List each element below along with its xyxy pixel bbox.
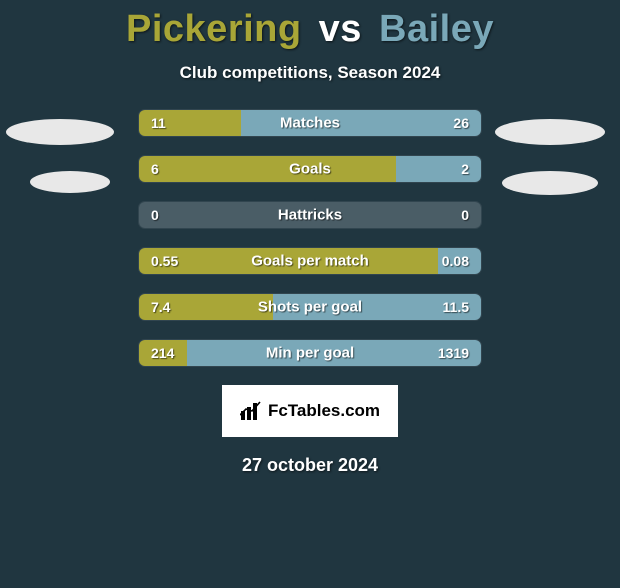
stat-label: Matches [280, 115, 340, 132]
stat-label: Min per goal [266, 345, 354, 362]
stat-label: Goals per match [251, 253, 369, 270]
stat-value-left: 11 [151, 115, 166, 131]
logo-box: FcTables.com [222, 385, 398, 437]
comparison-chart: 11 26 Matches 6 2 Goals 0 0 Hattricks 0.55 0.08 Goa… [0, 109, 620, 367]
chart-icon [240, 401, 262, 421]
subtitle: Club competitions, Season 2024 [0, 63, 620, 83]
stat-row: 0.55 0.08 Goals per match [138, 247, 482, 275]
decorative-ellipse [30, 171, 110, 193]
stat-label: Hattricks [278, 207, 342, 224]
comparison-title: Pickering vs Bailey [0, 8, 620, 51]
decorative-ellipse [502, 171, 598, 195]
stat-value-left: 0.55 [151, 253, 178, 269]
stat-row: 7.4 11.5 Shots per goal [138, 293, 482, 321]
stat-bar-left [139, 156, 396, 182]
stat-bar-right [241, 110, 481, 136]
rows-container: 11 26 Matches 6 2 Goals 0 0 Hattricks 0.55 0.08 Goa… [0, 109, 620, 367]
stat-row: 214 1319 Min per goal [138, 339, 482, 367]
decorative-ellipse [495, 119, 605, 145]
date-text: 27 october 2024 [0, 455, 620, 476]
stat-value-right: 26 [453, 115, 469, 131]
stat-label: Goals [289, 161, 331, 178]
stat-value-left: 6 [151, 161, 159, 177]
stat-label: Shots per goal [258, 299, 362, 316]
stat-value-left: 7.4 [151, 299, 170, 315]
stat-value-right: 11.5 [443, 299, 469, 315]
logo-text: FcTables.com [268, 401, 380, 421]
stat-value-right: 2 [461, 161, 469, 177]
stat-row: 6 2 Goals [138, 155, 482, 183]
player1-name: Pickering [126, 8, 302, 50]
stat-value-right: 0 [461, 207, 469, 223]
stat-value-right: 1319 [438, 345, 469, 361]
stat-value-left: 0 [151, 207, 159, 223]
vs-text: vs [319, 8, 362, 50]
decorative-ellipse [6, 119, 114, 145]
player2-name: Bailey [379, 8, 494, 50]
stat-row: 0 0 Hattricks [138, 201, 482, 229]
stat-row: 11 26 Matches [138, 109, 482, 137]
stat-value-right: 0.08 [442, 253, 469, 269]
stat-value-left: 214 [151, 345, 174, 361]
